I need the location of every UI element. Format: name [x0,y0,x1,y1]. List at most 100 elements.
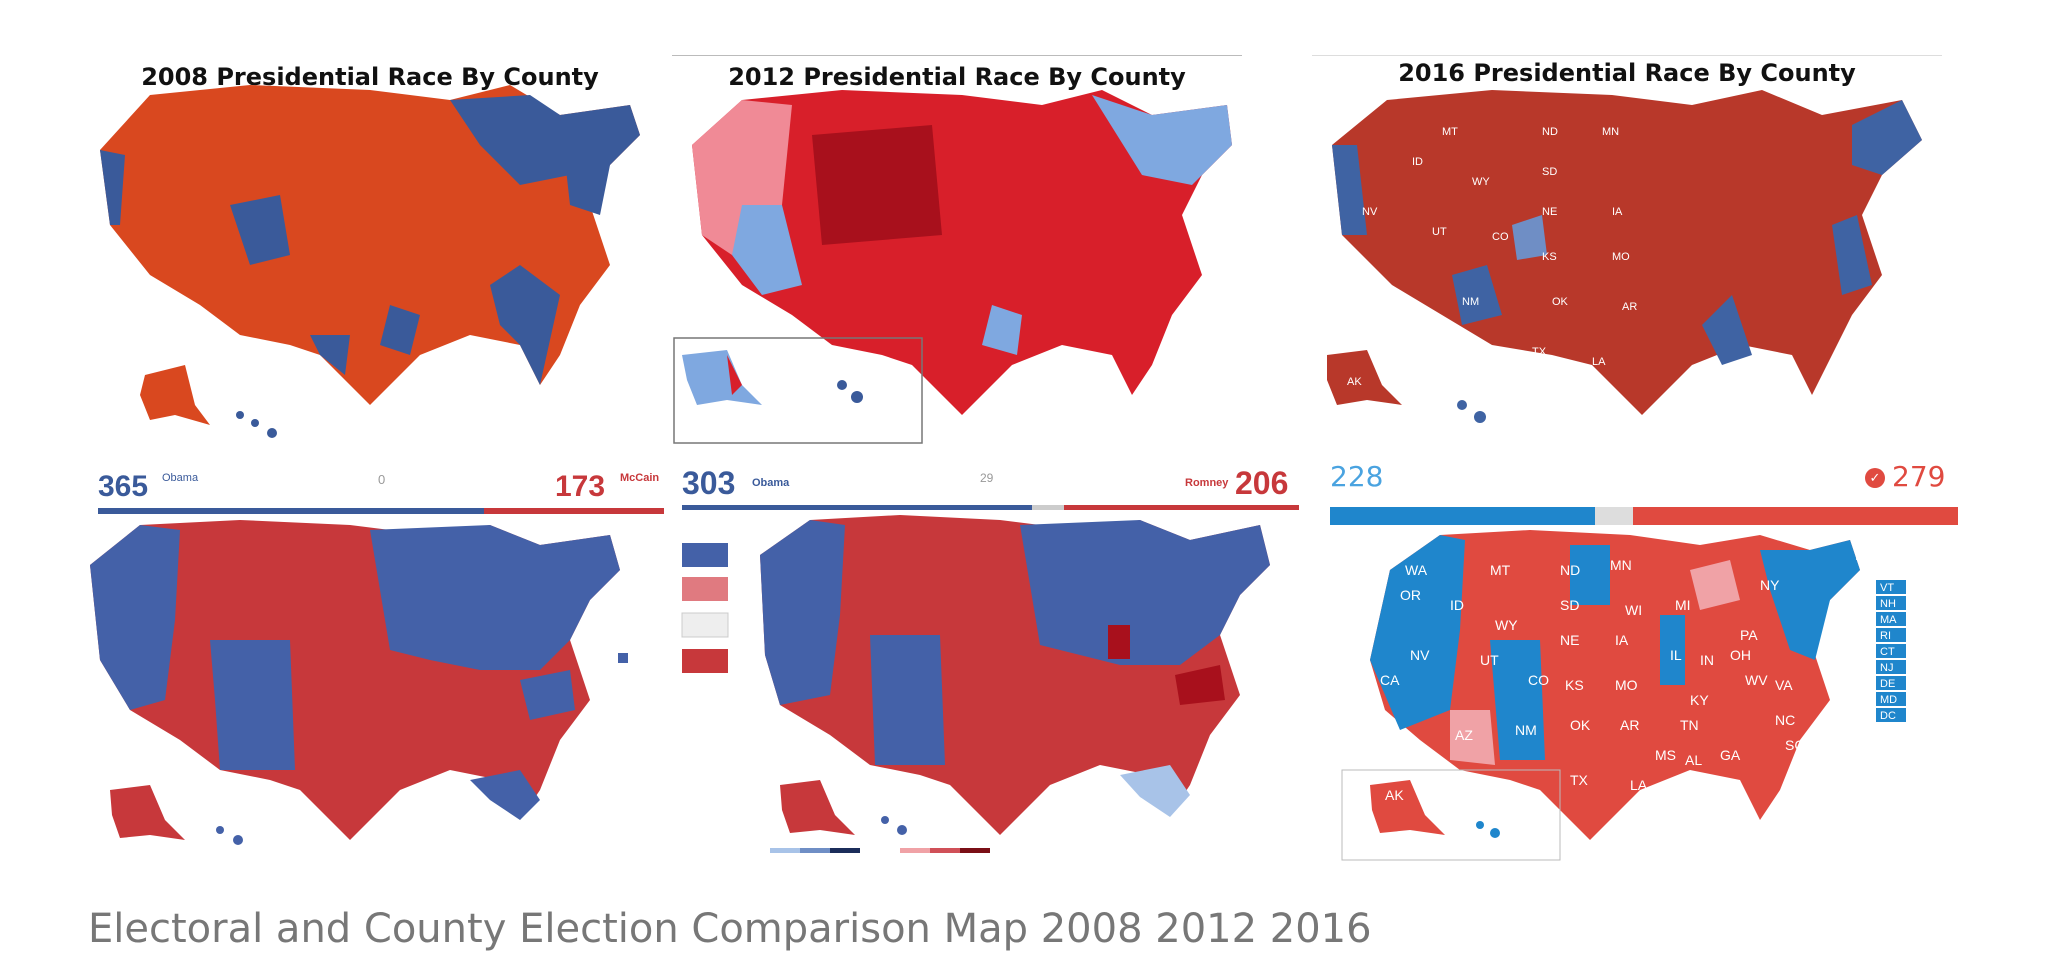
hawaii-island [1457,400,1467,410]
dem-county-cluster [230,195,290,265]
dem-state-mn [1570,545,1610,605]
dem-electoral-votes: 365 [98,470,149,503]
state-label: NM [1515,722,1537,738]
hawaii-island [837,380,847,390]
dem-states-va-nc [520,670,575,720]
fl-undecided [1120,765,1190,817]
hawaii-island [251,419,259,427]
state-box [1876,692,1906,706]
rep-dark-region [812,125,942,245]
az-undecided [1450,710,1495,765]
county-map-2008-panel: 2008 Presidential Race By County [90,55,650,445]
map-title: 2016 Presidential Race By County [1398,59,1856,87]
dem-county-cluster [490,265,560,385]
state-label: KS [1565,677,1584,693]
state-label: MO [1612,251,1630,263]
hawaii-island [1474,411,1486,423]
indiana-rep-dark [1108,625,1130,659]
us-map-2012-electoral [681,515,1270,853]
dem-vote-bar [682,505,1032,510]
undecided-votes: 0 [378,472,386,487]
dem-county-cluster [450,95,570,185]
state-label: VA [1775,677,1793,693]
legend-thumbnails [681,543,729,673]
dem-candidate-name: Obama [162,472,199,484]
state-label: SD [1542,166,1557,178]
electoral-map-2012-panel: 303 Obama 29 Romney 206 [680,465,1300,860]
dem-states-west [90,525,180,710]
state-label: MT [1442,126,1458,138]
hawaii-island [236,411,244,419]
state-label: WY [1495,617,1518,633]
state-label: WI [1625,602,1642,618]
state-box [1876,596,1906,610]
state-label: MI [1675,597,1691,613]
rep-vote-bar [1633,507,1958,525]
inset-box [1341,769,1561,861]
undecided-bar [1032,505,1064,510]
winner-check-icon: ✓ [1865,468,1885,488]
state-box [1876,628,1906,642]
state-box [1876,708,1906,722]
rep-vote-bar [484,508,664,514]
electoral-map-2008-panel: 365 Obama 0 173 McCain [90,470,670,860]
state-label: TN [1680,717,1699,733]
dem-light-region [1092,95,1232,185]
dem-light-region [732,205,802,295]
dem-state-il [1660,615,1685,685]
state-label: LA [1592,356,1606,368]
dem-states-west [760,520,845,705]
state-label: NM [1462,296,1479,308]
state-label: NE [1542,206,1557,218]
dem-electoral-votes: 303 [682,465,736,501]
state-label: CA [1342,256,1358,268]
electoral-map-2016-panel: 228 ✓ 279 WA MT ND MN OR ID SD WI MI NY WY NE IA PA NV… [1330,460,1960,861]
hawaii-island [216,826,224,834]
state-label: OK [1570,717,1591,733]
alaska-shape [682,350,762,405]
hawaii-island [1476,821,1484,829]
dem-electoral-votes: 228 [1330,460,1384,493]
state-label: HI [1445,832,1459,848]
dem-states-west [1370,535,1465,730]
alaska-shape [110,785,185,840]
state-label: IA [1612,206,1623,218]
dem-region [1832,215,1872,295]
hawaii-island [851,391,863,403]
state-label: MN [1602,126,1619,138]
rep-electoral-votes: 206 [1235,465,1289,501]
state-label: NY [1760,577,1780,593]
dem-states-co-nm [1490,640,1545,760]
dem-vote-bar [1330,507,1595,525]
state-label: OK [1552,296,1569,308]
state-box-label: DC [1880,710,1896,722]
hawaii-island [897,825,907,835]
state-label: NC [1775,712,1795,728]
state-labels: WA MT ND MN OR ID SD WI MI NY WY NE IA PA NV UT CO KS IL IN… [1380,547,1876,848]
state-label: LA [1630,777,1648,793]
state-label: AK [1385,787,1404,803]
state-box [1876,644,1906,658]
state-label: CA [1380,672,1400,688]
state-label: AK [1347,376,1362,388]
state-label: OR [1400,587,1421,603]
us-map-2016-electoral: WA MT ND MN OR ID SD WI MI NY WY NE IA PA NV UT CO KS IL IN… [1341,530,1906,861]
state-label: ID [1450,597,1464,613]
state-label: UT [1480,652,1499,668]
state-box-label: CT [1880,646,1895,658]
state-labels: MT ND MN ID SD WY NE IA NV UT CO KS MO CA OK AR NM TX LA AK [1342,126,1637,388]
state-label: GA [1720,747,1741,763]
state-label: OH [1730,647,1751,663]
undecided-votes: 29 [980,471,994,485]
dem-county-cluster [310,335,350,375]
state-label: WV [1745,672,1768,688]
alaska-shape [1327,350,1402,405]
state-box [1876,612,1906,626]
dem-states-nm-co [870,635,945,765]
rep-candidate-name: Romney [1185,477,1229,489]
state-box-label: NJ [1880,662,1893,674]
dem-county-cluster [380,305,420,355]
dem-states-midwest-northeast [1020,520,1270,665]
state-label: PA [1740,627,1758,643]
hawaii-island [881,816,889,824]
